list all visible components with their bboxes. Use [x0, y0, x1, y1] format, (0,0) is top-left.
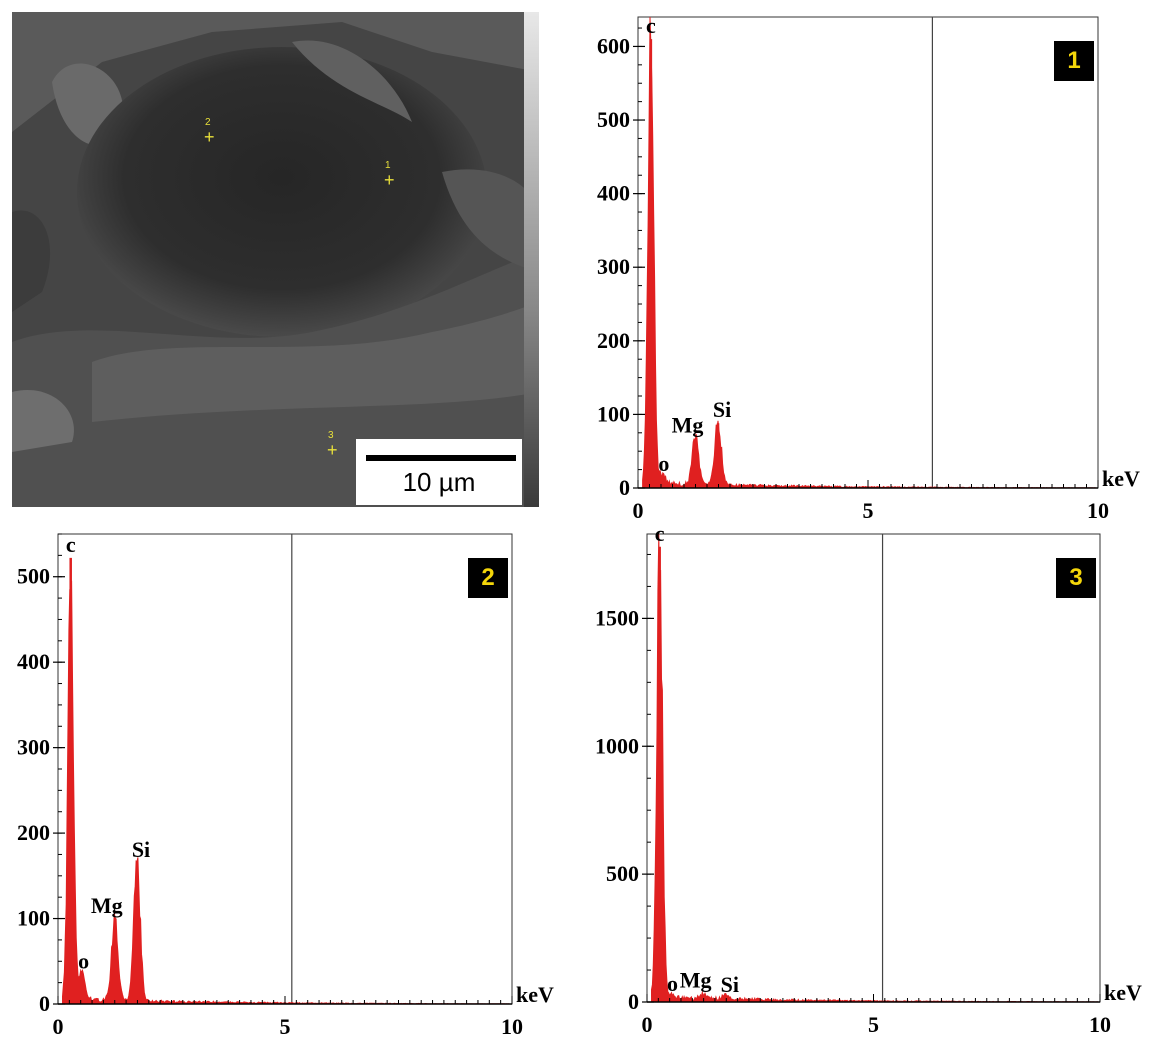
peak-label-Si: Si	[132, 837, 150, 862]
sem-point-3-label: 3	[328, 430, 334, 441]
peak-label-Mg: Mg	[680, 967, 712, 992]
peak-label-o: o	[667, 971, 678, 996]
y-tick-label: 600	[597, 33, 630, 58]
y-tick-label: 100	[597, 401, 630, 426]
panel-badge: 1	[1054, 41, 1094, 81]
x-tick-label: 10	[1089, 1012, 1111, 1037]
plot-frame	[646, 533, 1101, 1003]
peak-label-Si: Si	[713, 397, 731, 422]
y-tick-label: 1500	[595, 605, 639, 630]
x-tick-label: 0	[642, 1012, 653, 1037]
y-tick-label: 1000	[595, 733, 639, 758]
sem-point-2-label: 2	[205, 117, 211, 128]
x-tick-label: 10	[501, 1014, 523, 1038]
x-tick-label: 0	[633, 498, 644, 523]
x-axis-unit: keV	[516, 982, 554, 1007]
scale-bar	[366, 455, 516, 461]
scale-bar-label: 10 µm	[402, 467, 476, 497]
panel-badge: 3	[1056, 558, 1096, 598]
y-tick-label: 500	[597, 107, 630, 132]
peak-label-c: c	[655, 521, 665, 546]
scale-bar-box: 10 µm	[356, 439, 522, 505]
panel-badge: 2	[468, 558, 508, 598]
peak-label-Mg: Mg	[91, 893, 123, 918]
sem-grey-scale-strip	[524, 12, 539, 507]
y-tick-label: 300	[597, 254, 630, 279]
y-tick-label: 200	[597, 328, 630, 353]
y-tick-label: 400	[17, 649, 50, 674]
sem-point-1-marker: +	[384, 170, 395, 190]
peak-label-c: c	[66, 532, 76, 557]
sem-point-1-label: 1	[385, 160, 391, 171]
y-tick-label: 500	[606, 861, 639, 886]
x-tick-label: 5	[868, 1012, 879, 1037]
spectrum-trace	[650, 533, 1100, 1003]
y-tick-label: 200	[17, 820, 50, 845]
x-tick-label: 10	[1087, 498, 1109, 523]
x-tick-label: 5	[280, 1014, 291, 1038]
sem-image: 2 + 1 + 3 + 10 µm	[12, 12, 539, 507]
y-tick-label: 0	[628, 989, 639, 1014]
peak-label-Mg: Mg	[672, 412, 704, 437]
peak-label-o: o	[78, 949, 89, 974]
y-tick-label: 0	[39, 991, 50, 1016]
y-tick-label: 0	[619, 475, 630, 500]
y-tick-label: 400	[597, 181, 630, 206]
sem-point-3-marker: +	[327, 440, 338, 460]
x-axis-unit: keV	[1102, 466, 1140, 491]
peak-label-c: c	[646, 13, 656, 38]
peak-label-o: o	[658, 451, 669, 476]
y-tick-label: 100	[17, 906, 50, 931]
x-tick-label: 5	[863, 498, 874, 523]
x-axis-unit: keV	[1104, 980, 1142, 1005]
sem-point-2-marker: +	[204, 127, 215, 147]
y-tick-label: 300	[17, 735, 50, 760]
x-tick-label: 0	[53, 1014, 64, 1038]
y-tick-label: 500	[17, 564, 50, 589]
peak-label-Si: Si	[721, 972, 739, 997]
